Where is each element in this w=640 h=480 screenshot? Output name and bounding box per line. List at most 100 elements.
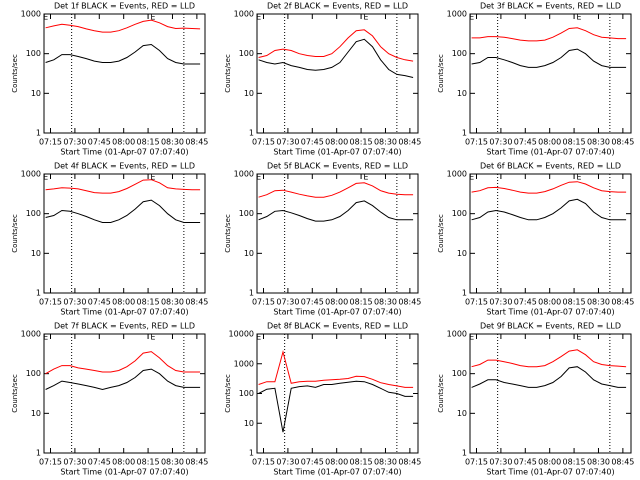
x-tick-label: 08:30 — [374, 298, 397, 307]
data-line — [45, 43, 201, 65]
chart-title: Det 1f BLACK = Events, RED = LLD — [54, 2, 195, 11]
x-tick-label: 07:45 — [88, 458, 111, 467]
y-tick-label: 10 — [244, 249, 254, 258]
x-tick-label: 08:30 — [587, 458, 610, 467]
chart-title: Det 7f BLACK = Events, RED = LLD — [54, 322, 195, 331]
annotation: E — [43, 173, 48, 182]
x-tick-label: 08:45 — [611, 458, 634, 467]
x-axis-label: Start Time (01-Apr-07 07:07:40) — [60, 148, 188, 157]
data-line — [45, 368, 201, 391]
x-tick-label: 08:15 — [350, 298, 373, 307]
annotation: E — [576, 13, 581, 22]
x-tick-label: 08:00 — [112, 298, 135, 307]
y-tick-label: 1 — [249, 129, 254, 138]
y-axis-label: Counts/sec — [437, 54, 445, 93]
x-tick-label: 08:30 — [587, 298, 610, 307]
x-tick-label: 08:00 — [325, 298, 348, 307]
y-tick-label: 1 — [36, 289, 41, 298]
x-tick-label: 08:45 — [611, 298, 634, 307]
plot-frame — [256, 13, 419, 134]
x-tick-label: 08:30 — [161, 138, 184, 147]
y-tick-label: 1000 — [21, 330, 41, 339]
x-tick-label: 07:45 — [88, 138, 111, 147]
annotation: E — [256, 13, 261, 22]
annotation: E — [576, 333, 581, 342]
x-tick-label: 08:45 — [398, 138, 421, 147]
x-tick-label: 07:30 — [63, 458, 86, 467]
data-line — [471, 48, 627, 68]
y-tick-label: 1 — [36, 129, 41, 138]
panel: Det 1f BLACK = Events, RED = LLD Start Ti… — [11, 2, 208, 157]
x-tick-label: 08:45 — [611, 138, 634, 147]
y-tick-label: 100 — [26, 369, 41, 378]
x-tick-label: 08:00 — [112, 138, 135, 147]
annotation: E — [576, 173, 581, 182]
data-line — [45, 351, 201, 375]
plot-frame — [256, 173, 419, 294]
x-tick-label: 07:45 — [301, 138, 324, 147]
data-line — [258, 380, 414, 433]
x-tick-label: 07:45 — [514, 458, 537, 467]
x-axis-label: Start Time (01-Apr-07 07:07:40) — [60, 308, 188, 317]
chart-title: Det 5f BLACK = Events, RED = LLD — [267, 162, 408, 171]
x-tick-label: 07:15 — [252, 458, 275, 467]
y-tick-label: 10 — [457, 249, 467, 258]
data-line — [471, 198, 627, 221]
plot-frame — [43, 173, 206, 294]
y-tick-label: 10 — [244, 419, 254, 428]
data-line — [471, 181, 627, 194]
x-axis-label: Start Time (01-Apr-07 07:07:40) — [273, 308, 401, 317]
annotation: E — [150, 13, 155, 22]
y-tick-label: 10 — [31, 89, 41, 98]
y-tick-label: 10 — [244, 89, 254, 98]
x-axis-label: Start Time (01-Apr-07 07:07:40) — [486, 308, 614, 317]
y-axis-label: Counts/sec — [11, 374, 19, 413]
x-axis-label: Start Time (01-Apr-07 07:07:40) — [486, 468, 614, 477]
chart-title: Det 8f BLACK = Events, RED = LLD — [267, 322, 408, 331]
y-axis-label: Counts/sec — [224, 54, 232, 93]
annotation: E — [469, 13, 474, 22]
x-tick-label: 08:30 — [374, 458, 397, 467]
x-tick-label: 08:45 — [398, 298, 421, 307]
x-tick-label: 08:45 — [185, 138, 208, 147]
data-line — [258, 200, 414, 222]
x-axis-label: Start Time (01-Apr-07 07:07:40) — [60, 468, 188, 477]
annotation: E — [363, 13, 368, 22]
x-axis-label: Start Time (01-Apr-07 07:07:40) — [273, 468, 401, 477]
y-tick-label: 10 — [31, 249, 41, 258]
annotation: E — [363, 173, 368, 182]
x-tick-label: 07:15 — [252, 138, 275, 147]
y-tick-label: 1000 — [447, 170, 467, 179]
plot-frame — [469, 333, 632, 454]
x-tick-label: 08:15 — [137, 138, 160, 147]
y-tick-label: 1000 — [234, 359, 254, 368]
x-tick-label: 07:15 — [465, 298, 488, 307]
panel: Det 8f BLACK = Events, RED = LLD Start Ti… — [224, 322, 421, 477]
x-tick-label: 07:30 — [489, 298, 512, 307]
y-tick-label: 1 — [462, 449, 467, 458]
annotation: E — [469, 333, 474, 342]
plot-frame — [256, 333, 419, 454]
x-tick-label: 07:15 — [465, 458, 488, 467]
x-tick-label: 07:30 — [63, 138, 86, 147]
data-line — [471, 349, 627, 368]
x-tick-label: 08:00 — [112, 458, 135, 467]
y-tick-label: 1000 — [21, 170, 41, 179]
y-tick-label: 10 — [31, 409, 41, 418]
y-axis-label: Counts/sec — [224, 214, 232, 253]
plot-frame — [469, 13, 632, 134]
y-tick-label: 1 — [36, 449, 41, 458]
x-tick-label: 08:45 — [185, 458, 208, 467]
y-tick-label: 1 — [249, 289, 254, 298]
y-tick-label: 100 — [452, 49, 467, 58]
x-tick-label: 07:30 — [276, 298, 299, 307]
y-tick-label: 10000 — [229, 330, 254, 339]
x-tick-label: 08:45 — [398, 458, 421, 467]
plot-frame — [43, 13, 206, 134]
y-tick-label: 10 — [457, 89, 467, 98]
annotation: E — [469, 173, 474, 182]
data-line — [258, 349, 414, 388]
x-axis-label: Start Time (01-Apr-07 07:07:40) — [273, 148, 401, 157]
data-line — [471, 27, 627, 42]
x-tick-label: 08:30 — [587, 138, 610, 147]
